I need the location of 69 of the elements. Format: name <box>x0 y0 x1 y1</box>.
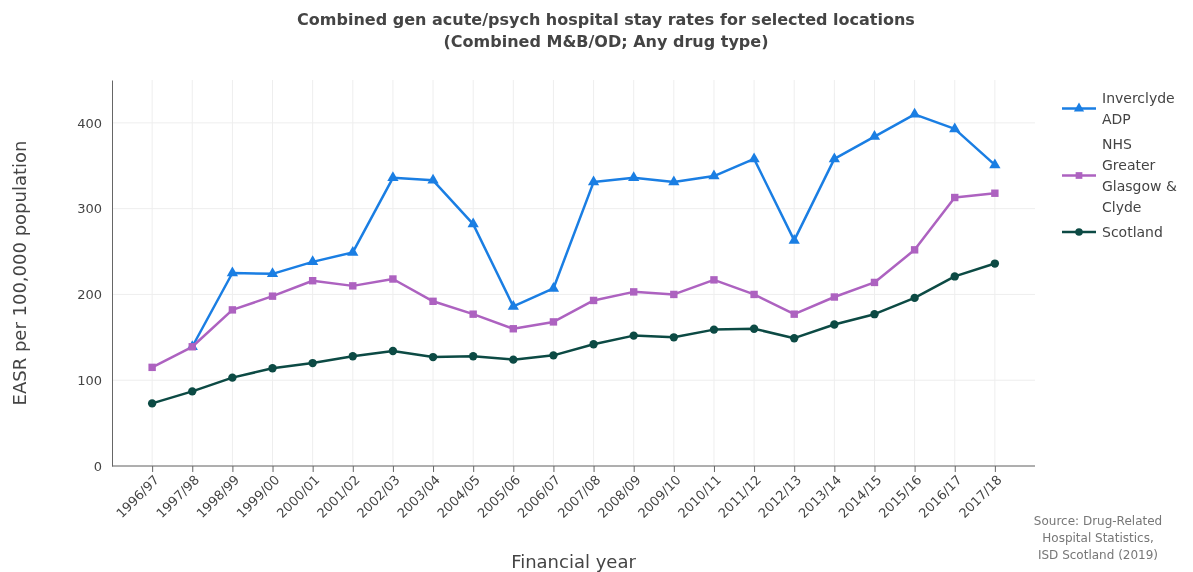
point <box>629 288 638 296</box>
point <box>908 107 921 118</box>
point <box>549 318 558 326</box>
y-axis-title: EASR per 100,000 population <box>9 140 30 406</box>
y-tick-label: 0 <box>93 458 102 474</box>
point <box>589 340 598 349</box>
point <box>148 363 156 372</box>
source-note: Source: Drug-Related Hospital Statistics, ISD Scotland (2019) <box>1033 514 1163 562</box>
point <box>709 325 719 334</box>
point <box>308 358 317 368</box>
point <box>910 293 919 303</box>
point <box>830 320 839 329</box>
point <box>669 333 679 342</box>
point <box>427 173 439 184</box>
point <box>266 267 279 278</box>
point <box>547 281 560 292</box>
point <box>950 272 959 281</box>
point <box>388 346 398 356</box>
point <box>147 399 157 408</box>
point <box>428 352 438 362</box>
point <box>748 152 760 163</box>
point <box>268 364 277 373</box>
point <box>788 233 800 244</box>
point <box>226 266 239 277</box>
point <box>228 373 237 382</box>
point <box>347 245 359 256</box>
point <box>870 310 879 319</box>
point <box>509 355 518 364</box>
point <box>670 290 678 299</box>
y-tick-label: 400 <box>77 115 102 131</box>
legend-label: Inverclyde ADP <box>1102 90 1175 127</box>
point <box>429 297 437 306</box>
point <box>188 387 197 396</box>
point <box>268 292 277 300</box>
point <box>389 275 397 283</box>
point <box>790 334 799 343</box>
point <box>828 152 840 163</box>
point <box>349 282 357 290</box>
point <box>587 175 600 186</box>
point <box>469 310 477 318</box>
point <box>750 290 758 299</box>
y-tick-label: 100 <box>77 372 102 388</box>
point <box>991 189 999 197</box>
y-tick-label: 200 <box>77 287 102 303</box>
point <box>830 293 839 301</box>
point <box>549 351 558 360</box>
x-axis-title: Financial year <box>511 551 637 572</box>
point <box>749 324 759 333</box>
point <box>507 299 519 310</box>
point <box>910 246 919 254</box>
point <box>387 171 399 182</box>
point <box>468 352 478 361</box>
point <box>990 259 1000 268</box>
point <box>228 306 237 314</box>
point <box>790 310 798 318</box>
point <box>708 169 720 180</box>
chart-title: Combined gen acute/psych hospital stay rates for selected locations (Combined M&B/OD; Any drug type) <box>297 10 915 51</box>
point <box>629 331 638 340</box>
point <box>989 158 1001 169</box>
point <box>949 122 961 133</box>
legend-label: Scotland <box>1102 224 1163 240</box>
point <box>628 171 640 182</box>
point <box>467 217 479 228</box>
point <box>710 276 718 284</box>
point <box>348 352 357 361</box>
legend-label: NHS Greater Glasgow & Clyde <box>1102 136 1177 215</box>
point <box>307 255 319 266</box>
point <box>668 175 680 186</box>
y-tick-label: 300 <box>77 201 102 217</box>
